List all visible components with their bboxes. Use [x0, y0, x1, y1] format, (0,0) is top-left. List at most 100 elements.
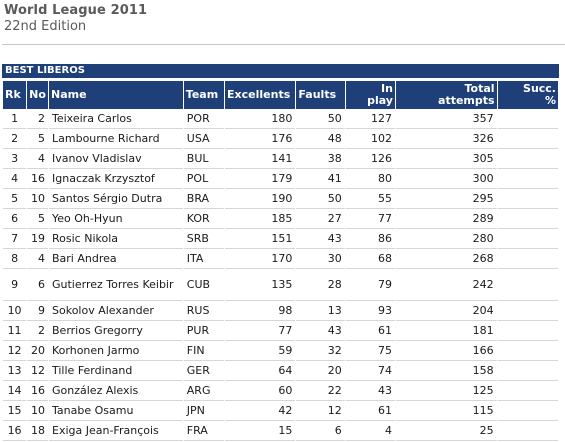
col-header-name: Name: [49, 81, 183, 109]
cell-no: 16: [27, 170, 48, 189]
cell-rk: 15: [3, 402, 27, 421]
col-header-succ-line2: %: [544, 94, 556, 107]
cell-rk: 2: [3, 130, 27, 149]
cell-faults: 43: [296, 230, 345, 249]
cell-rk: 5: [3, 190, 27, 209]
cell-excellents: 190: [225, 190, 296, 209]
cell-team: ARG: [183, 382, 225, 401]
cell-in-play: 75: [345, 342, 395, 361]
cell-name: Yeo Oh-Hyun: [49, 210, 183, 229]
cell-total: 242: [395, 270, 497, 301]
cell-team: USA: [183, 130, 225, 149]
cell-succ: [497, 270, 558, 301]
cell-name: Berrios Gregorry: [49, 322, 183, 341]
page-header: World League 2011 22nd Edition: [0, 0, 565, 41]
col-header-in-play-line1: In: [381, 82, 393, 95]
section-label: BEST LIBEROS: [2, 64, 559, 78]
table-row: 14 16 González Alexis ARG 60 22 43 125: [3, 382, 558, 401]
cell-total: 289: [395, 210, 497, 229]
cell-succ: [497, 362, 558, 381]
table-row: 15 10 Tanabe Osamu JPN 42 12 61 115: [3, 402, 558, 421]
cell-excellents: 185: [225, 210, 296, 229]
table-row: 5 10 Santos Sérgio Dutra BRA 190 50 55 295: [3, 190, 558, 209]
cell-rk: 9: [3, 270, 27, 301]
cell-faults: 20: [296, 362, 345, 381]
cell-faults: 48: [296, 130, 345, 149]
cell-name: Lambourne Richard: [49, 130, 183, 149]
table-row: 1 2 Teixeira Carlos POR 180 50 127 357: [3, 110, 558, 129]
cell-succ: [497, 110, 558, 129]
cell-rk: 8: [3, 250, 27, 269]
cell-team: CUB: [183, 270, 225, 301]
cell-no: 4: [27, 150, 48, 169]
cell-in-play: 61: [345, 402, 395, 421]
cell-total: 181: [395, 322, 497, 341]
cell-no: 10: [27, 190, 48, 209]
cell-faults: 28: [296, 270, 345, 301]
cell-name: Sokolov Alexander: [49, 302, 183, 321]
cell-succ: [497, 382, 558, 401]
cell-name: Ivanov Vladislav: [49, 150, 183, 169]
cell-in-play: 86: [345, 230, 395, 249]
cell-in-play: 79: [345, 270, 395, 301]
cell-no: 2: [27, 322, 48, 341]
cell-no: 16: [27, 382, 48, 401]
cell-team: ITA: [183, 250, 225, 269]
cell-rk: 13: [3, 362, 27, 381]
liberos-table: Rk No Name Team Excellents Faults In play…: [2, 80, 559, 442]
cell-excellents: 151: [225, 230, 296, 249]
cell-no: 4: [27, 250, 48, 269]
cell-faults: 38: [296, 150, 345, 169]
cell-no: 5: [27, 130, 48, 149]
cell-in-play: 74: [345, 362, 395, 381]
cell-faults: 12: [296, 402, 345, 421]
col-header-total-line2: attempts: [438, 94, 495, 107]
col-header-total-line1: Total: [464, 82, 495, 95]
cell-total: 158: [395, 362, 497, 381]
cell-rk: 1: [3, 110, 27, 129]
header-divider: [2, 44, 565, 45]
cell-name: Santos Sérgio Dutra: [49, 190, 183, 209]
cell-rk: 11: [3, 322, 27, 341]
cell-no: 9: [27, 302, 48, 321]
cell-team: BRA: [183, 190, 225, 209]
cell-rk: 14: [3, 382, 27, 401]
col-header-in-play: In play: [345, 81, 395, 109]
cell-no: 2: [27, 110, 48, 129]
cell-excellents: 170: [225, 250, 296, 269]
cell-excellents: 135: [225, 270, 296, 301]
cell-succ: [497, 150, 558, 169]
cell-excellents: 98: [225, 302, 296, 321]
cell-succ: [497, 170, 558, 189]
cell-rk: 10: [3, 302, 27, 321]
table-row: 3 4 Ivanov Vladislav BUL 141 38 126 305: [3, 150, 558, 169]
cell-total: 166: [395, 342, 497, 361]
cell-name: González Alexis: [49, 382, 183, 401]
cell-total: 305: [395, 150, 497, 169]
cell-succ: [497, 322, 558, 341]
cell-no: 19: [27, 230, 48, 249]
cell-total: 300: [395, 170, 497, 189]
col-header-no: No: [27, 81, 48, 109]
cell-name: Bari Andrea: [49, 250, 183, 269]
cell-rk: 12: [3, 342, 27, 361]
cell-excellents: 77: [225, 322, 296, 341]
cell-total: 295: [395, 190, 497, 209]
cell-rk: 7: [3, 230, 27, 249]
cell-in-play: 127: [345, 110, 395, 129]
cell-team: GER: [183, 362, 225, 381]
col-header-succ: Succ.%: [497, 81, 558, 109]
cell-excellents: 179: [225, 170, 296, 189]
cell-total: 204: [395, 302, 497, 321]
cell-faults: 13: [296, 302, 345, 321]
cell-excellents: 176: [225, 130, 296, 149]
cell-total: 115: [395, 402, 497, 421]
page-title: World League 2011: [4, 3, 148, 18]
table-row: 11 2 Berrios Gregorry PUR 77 43 61 181: [3, 322, 558, 341]
cell-in-play: 61: [345, 322, 395, 341]
table-row: 2 5 Lambourne Richard USA 176 48 102 326: [3, 130, 558, 149]
table-row: 10 9 Sokolov Alexander RUS 98 13 93 204: [3, 302, 558, 321]
col-header-team: Team: [183, 81, 225, 109]
cell-total: 280: [395, 230, 497, 249]
table-row: 6 5 Yeo Oh-Hyun KOR 185 27 77 289: [3, 210, 558, 229]
